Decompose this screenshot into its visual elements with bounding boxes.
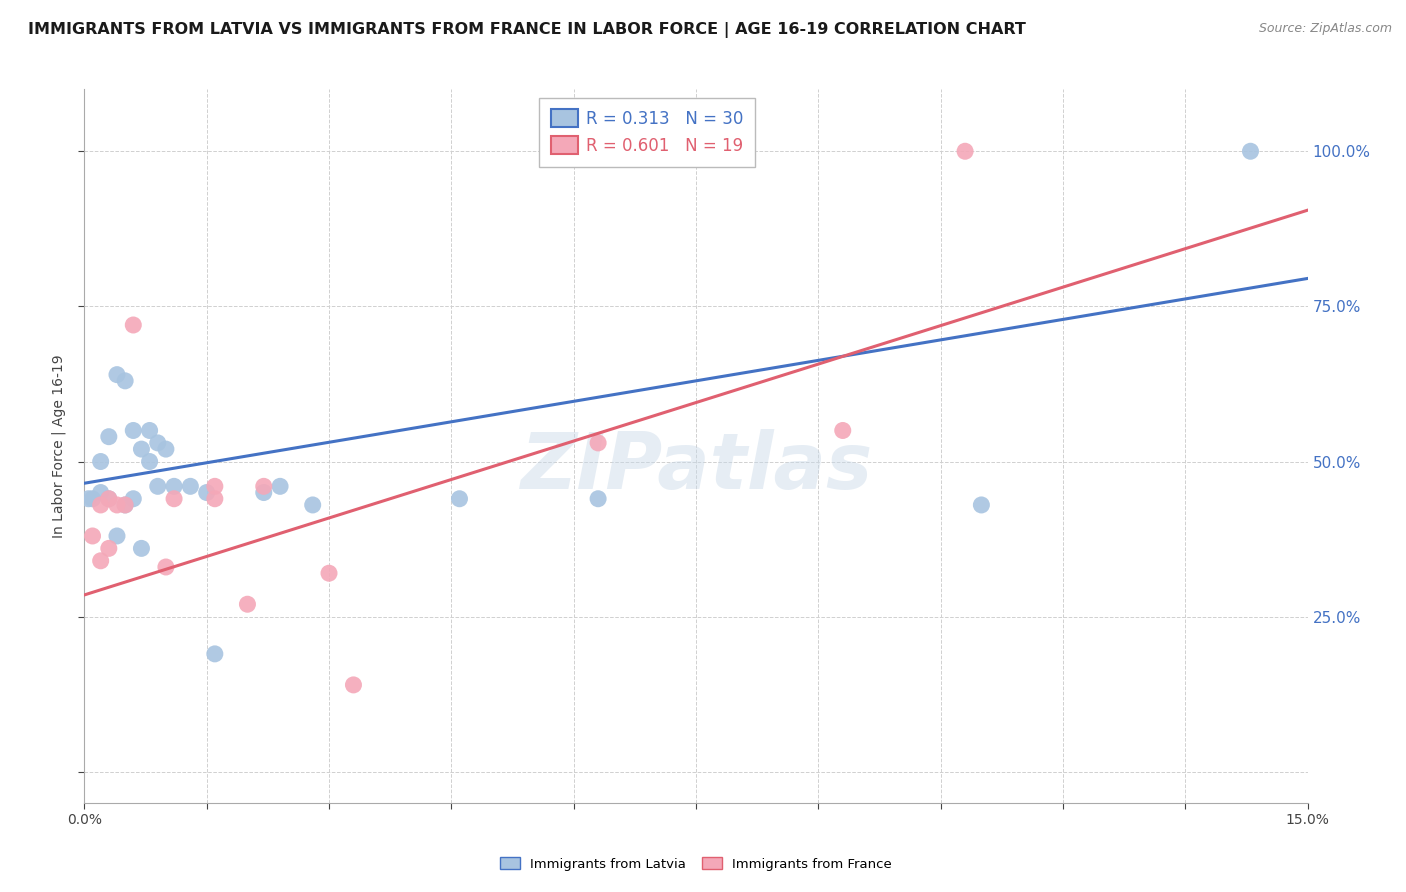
Point <box>204 479 226 493</box>
Point <box>82 529 104 543</box>
Point <box>97 491 120 506</box>
Point <box>146 479 169 493</box>
Point <box>1239 145 1261 159</box>
Point <box>155 560 177 574</box>
Point <box>449 491 471 506</box>
Point <box>831 424 853 438</box>
Point <box>342 678 364 692</box>
Point <box>114 498 136 512</box>
Point <box>105 529 128 543</box>
Point <box>236 597 259 611</box>
Point <box>114 374 136 388</box>
Point <box>97 430 120 444</box>
Point <box>122 491 145 506</box>
Point <box>253 479 276 493</box>
Point <box>77 491 100 506</box>
Point <box>179 479 201 493</box>
Point <box>953 145 976 159</box>
Point <box>90 498 112 512</box>
Point <box>82 491 104 506</box>
Point <box>97 491 120 506</box>
Point <box>586 436 609 450</box>
Point <box>269 479 291 493</box>
Point <box>138 424 160 438</box>
Point <box>253 485 276 500</box>
Point <box>155 442 177 456</box>
Point <box>163 491 186 506</box>
Point <box>138 454 160 468</box>
Point <box>90 454 112 468</box>
Point <box>318 566 340 581</box>
Text: IMMIGRANTS FROM LATVIA VS IMMIGRANTS FROM FRANCE IN LABOR FORCE | AGE 16-19 CORR: IMMIGRANTS FROM LATVIA VS IMMIGRANTS FRO… <box>28 22 1026 38</box>
Point <box>204 647 226 661</box>
Point <box>204 491 226 506</box>
Point <box>105 498 128 512</box>
Point <box>301 498 323 512</box>
Point <box>105 368 128 382</box>
Text: ZIPatlas: ZIPatlas <box>520 429 872 506</box>
Point <box>163 479 186 493</box>
Point <box>90 554 112 568</box>
Point <box>586 491 609 506</box>
Point <box>114 498 136 512</box>
Point <box>90 485 112 500</box>
Y-axis label: In Labor Force | Age 16-19: In Labor Force | Age 16-19 <box>51 354 66 538</box>
Point <box>97 541 120 556</box>
Point <box>195 485 218 500</box>
Legend: Immigrants from Latvia, Immigrants from France: Immigrants from Latvia, Immigrants from … <box>496 854 896 875</box>
Point <box>970 498 993 512</box>
Point <box>146 436 169 450</box>
Point <box>131 541 153 556</box>
Point <box>122 424 145 438</box>
Text: Source: ZipAtlas.com: Source: ZipAtlas.com <box>1258 22 1392 36</box>
Point <box>131 442 153 456</box>
Point <box>122 318 145 332</box>
